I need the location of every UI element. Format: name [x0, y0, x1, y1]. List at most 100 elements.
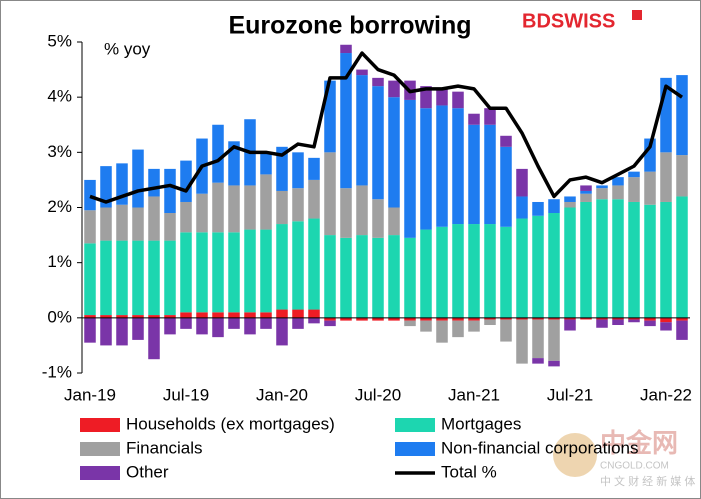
- bar: [644, 204, 656, 318]
- bar: [564, 196, 576, 202]
- x-tick-label: Jul-19: [163, 385, 209, 404]
- bar: [388, 207, 400, 236]
- legend-swatch: [80, 466, 120, 480]
- bar: [196, 232, 208, 313]
- bar: [324, 152, 336, 236]
- bar: [132, 315, 144, 318]
- bar: [468, 113, 480, 125]
- bar: [132, 317, 144, 340]
- bar: [420, 108, 432, 230]
- bar: [436, 317, 448, 321]
- bar: [372, 77, 384, 87]
- y-tick-label: 0%: [47, 307, 72, 326]
- bar: [532, 215, 544, 318]
- legend-label: Households (ex mortgages): [126, 414, 335, 433]
- bar: [500, 319, 512, 342]
- bar: [516, 317, 528, 320]
- bar: [276, 309, 288, 318]
- bar: [420, 320, 432, 332]
- bar: [580, 201, 592, 318]
- bar: [500, 146, 512, 227]
- y-tick-label: 5%: [47, 31, 72, 50]
- legend-label: Total %: [441, 462, 497, 481]
- bar: [196, 193, 208, 233]
- bar: [404, 237, 416, 318]
- bar: [340, 44, 352, 54]
- bar: [244, 229, 256, 313]
- bar: [228, 312, 240, 318]
- bar: [484, 108, 496, 125]
- bar: [340, 317, 352, 321]
- bar: [164, 168, 176, 214]
- bar: [100, 240, 112, 316]
- bar: [132, 240, 144, 316]
- bar: [596, 188, 608, 200]
- bar: [436, 88, 448, 106]
- watermark: 中金网 CNGOLD.COM 中 文 财 经 新 媒 体: [553, 428, 695, 488]
- bar: [468, 317, 480, 321]
- bar: [212, 317, 224, 338]
- bar: [500, 226, 512, 318]
- bar: [452, 108, 464, 225]
- bar: [676, 196, 688, 318]
- bar: [276, 224, 288, 310]
- bar: [548, 360, 560, 367]
- bar: [164, 213, 176, 241]
- bar: [308, 218, 320, 310]
- bar: [452, 317, 464, 321]
- bar: [676, 75, 688, 156]
- bar: [100, 317, 112, 346]
- x-tick-label: Jul-21: [547, 385, 593, 404]
- logo-icon: [632, 10, 642, 20]
- bar: [116, 317, 128, 346]
- bar: [516, 196, 528, 219]
- bar: [436, 105, 448, 227]
- bar: [308, 157, 320, 180]
- bar: [516, 319, 528, 364]
- bar: [612, 319, 624, 326]
- bar: [548, 213, 560, 318]
- bar: [308, 317, 320, 324]
- bar: [84, 315, 96, 318]
- bar: [660, 317, 672, 323]
- bar: [292, 309, 304, 318]
- bar: [228, 141, 240, 186]
- bar: [116, 315, 128, 318]
- bar: [644, 171, 656, 205]
- bar: [660, 201, 672, 318]
- x-tick-label: Jan-21: [448, 385, 500, 404]
- bar: [660, 322, 672, 331]
- bar: [644, 320, 656, 327]
- x-tick-label: Jan-22: [640, 385, 692, 404]
- bar: [484, 224, 496, 318]
- bar: [84, 179, 96, 211]
- bar: [452, 224, 464, 318]
- bar: [676, 155, 688, 197]
- bar: [388, 80, 400, 98]
- bar: [196, 312, 208, 318]
- bars: [84, 44, 688, 367]
- bar: [580, 190, 592, 194]
- bar: [452, 320, 464, 338]
- bar: [468, 124, 480, 225]
- bar: [484, 319, 496, 326]
- bar: [260, 312, 272, 318]
- bar: [596, 199, 608, 318]
- legend-swatch: [395, 442, 435, 456]
- chart-title: Eurozone borrowing: [228, 12, 471, 40]
- legend-swatch: [395, 418, 435, 432]
- bar: [228, 232, 240, 313]
- bar: [580, 193, 592, 202]
- bar: [468, 224, 480, 318]
- bar: [180, 317, 192, 329]
- bar: [324, 320, 336, 327]
- bar: [324, 317, 336, 321]
- bar: [180, 232, 192, 313]
- bar: [644, 317, 656, 321]
- bar: [180, 312, 192, 318]
- bar: [276, 146, 288, 191]
- bar: [468, 320, 480, 332]
- bar: [244, 317, 256, 335]
- bar: [180, 160, 192, 202]
- legend-label: Mortgages: [441, 414, 521, 433]
